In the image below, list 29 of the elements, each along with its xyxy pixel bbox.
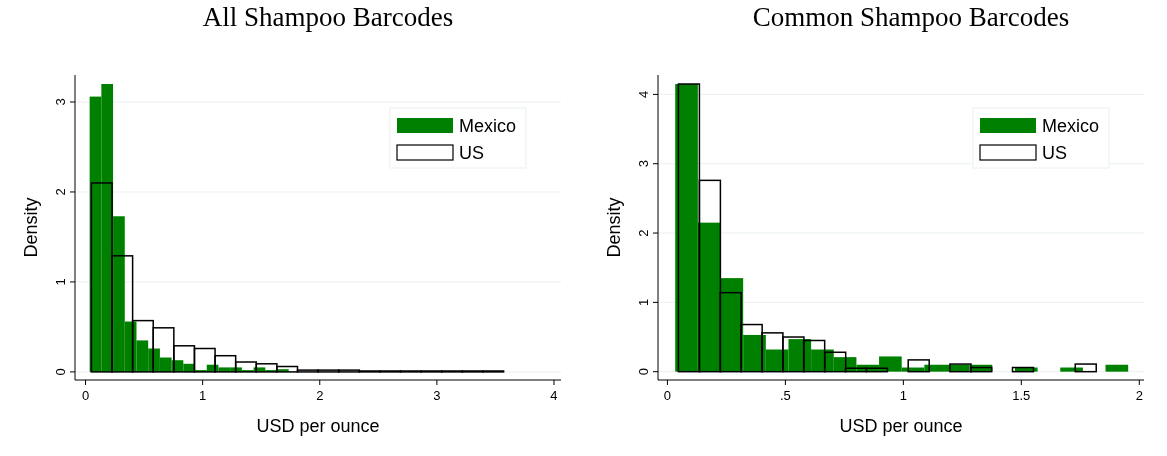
y-tick-label: 2 [53, 188, 68, 196]
x-axis-title: USD per ounce [839, 416, 963, 436]
x-tick-label: .5 [779, 388, 791, 403]
x-tick-label: 2 [1135, 388, 1143, 403]
y-axis-title: Density [604, 197, 624, 258]
y-tick-label: 3 [53, 98, 68, 106]
legend-label: Mexico [459, 116, 517, 136]
y-axis-title: Density [21, 197, 41, 258]
y-tick-label: 4 [636, 90, 651, 99]
legend-label: US [1042, 143, 1068, 163]
x-tick-label: 0 [81, 388, 90, 403]
y-tick-label: 0 [636, 368, 651, 376]
x-tick-label: 3 [433, 388, 441, 403]
y-tick-label: 3 [636, 160, 651, 168]
x-axis-title: USD per ounce [256, 416, 380, 436]
x-tick-label: 1 [899, 388, 907, 403]
y-tick-label: 1 [636, 298, 651, 306]
x-tick-label: 2 [316, 388, 324, 403]
y-tick-label: 2 [636, 229, 651, 237]
legend-label: US [459, 143, 485, 163]
x-tick-label: 1 [199, 388, 207, 403]
chart-title: Common Shampoo Barcodes [752, 2, 1070, 32]
x-tick-label: 0 [663, 388, 672, 403]
legend-label: Mexico [1042, 116, 1100, 136]
x-tick-label: 4 [550, 388, 558, 403]
y-tick-label: 0 [53, 368, 68, 376]
chart-title: All Shampoo Barcodes [202, 2, 454, 32]
y-tick-label: 1 [53, 278, 68, 286]
x-tick-label: 1.5 [1012, 388, 1031, 403]
